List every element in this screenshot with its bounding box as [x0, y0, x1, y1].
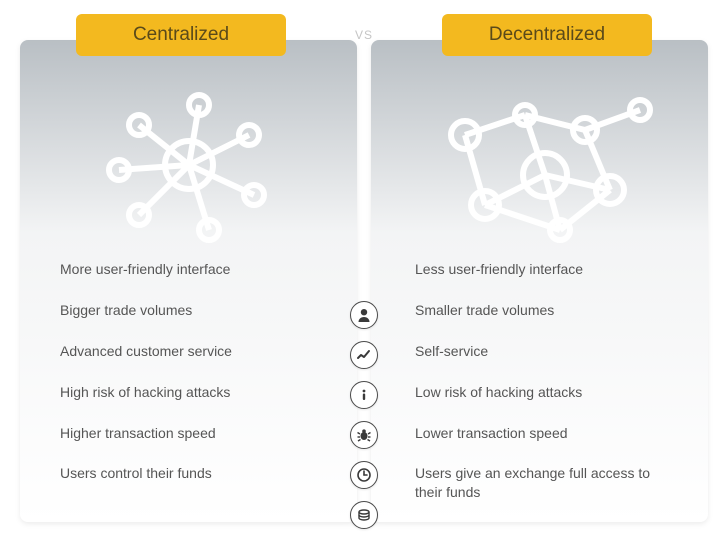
decentralized-item: Lower transaction speed — [415, 424, 680, 443]
decentralized-item: Users give an exchange full access to th… — [415, 464, 680, 502]
row-icons-column — [350, 301, 378, 529]
tab-decentralized: Decentralized — [442, 14, 652, 56]
panel-decentralized: Less user-friendly interface Smaller trad… — [371, 40, 708, 522]
decentralized-item: Self-service — [415, 342, 680, 361]
trend-icon — [350, 341, 378, 369]
decentralized-list: Less user-friendly interface Smaller trad… — [371, 260, 708, 544]
centralized-diagram — [20, 70, 357, 260]
centralized-item: More user-friendly interface — [60, 260, 329, 279]
centralized-item: Higher transaction speed — [60, 424, 329, 443]
panels-row: More user-friendly interface Bigger trade… — [20, 40, 708, 522]
centralized-item: Users control their funds — [60, 464, 329, 483]
centralized-list: More user-friendly interface Bigger trade… — [20, 260, 357, 525]
coins-icon — [350, 501, 378, 529]
decentralized-item: Less user-friendly interface — [415, 260, 680, 279]
centralized-item: High risk of hacking attacks — [60, 383, 329, 402]
clock-icon — [350, 461, 378, 489]
bug-icon — [350, 421, 378, 449]
decentralized-diagram — [371, 70, 708, 260]
info-icon — [350, 381, 378, 409]
decentralized-item: Smaller trade volumes — [415, 301, 680, 320]
centralized-item: Bigger trade volumes — [60, 301, 329, 320]
comparison-infographic: Centralized VS Decentralized More user-f… — [0, 0, 728, 542]
tab-centralized: Centralized — [76, 14, 286, 56]
tabs-row: Centralized VS Decentralized — [20, 14, 708, 56]
panel-centralized: More user-friendly interface Bigger trade… — [20, 40, 357, 522]
decentralized-item: Low risk of hacking attacks — [415, 383, 680, 402]
vs-label: VS — [355, 28, 373, 42]
centralized-item: Advanced customer service — [60, 342, 329, 361]
user-icon — [350, 301, 378, 329]
